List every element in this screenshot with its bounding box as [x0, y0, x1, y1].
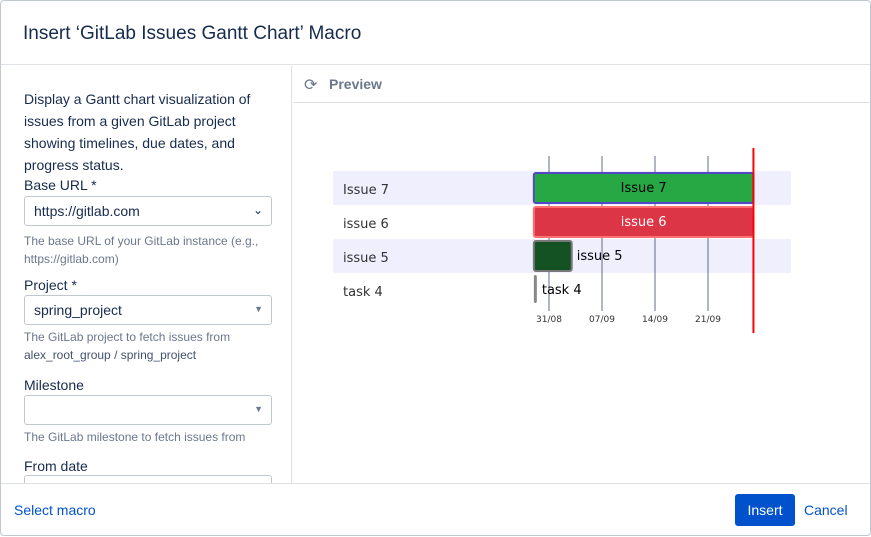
preview-header: ⟳ Preview	[293, 66, 870, 103]
task-row-label: task 4	[343, 285, 383, 300]
task-row-label: issue 5	[343, 251, 389, 266]
preview-panel: ⟳ Preview 31/08 07/09 14/09 21/09 Issue 7 Iss…	[293, 66, 870, 483]
chevron-down-icon: ⌄	[252, 203, 263, 217]
project-value: spring_project	[34, 302, 122, 318]
refresh-icon[interactable]: ⟳	[304, 77, 318, 94]
task-row-label: Issue 7	[343, 183, 389, 198]
milestone-select[interactable]: ▼	[24, 395, 272, 425]
base-url-help: The base URL of your GitLab instance (e.…	[24, 234, 259, 266]
form-panel[interactable]: Display a Gantt chart visualization of i…	[1, 66, 292, 483]
x-tick-label: 07/09	[589, 315, 615, 325]
base-url-label: Base URL *	[24, 177, 97, 193]
caret-down-icon: ▼	[254, 304, 263, 314]
milestone-help: The GitLab milestone to fetch issues fro…	[24, 430, 246, 444]
task-bar-label: issue 5	[577, 249, 623, 264]
task-bar-label: task 4	[542, 283, 582, 298]
preview-label: Preview	[329, 76, 382, 92]
project-path: alex_root_group / spring_project	[24, 348, 197, 362]
task-bar-label: issue 6	[621, 215, 667, 230]
gantt-chart: 31/08 07/09 14/09 21/09 Issue 7 Issue 7 issue …	[333, 148, 791, 333]
dialog-footer: Select macro Insert Cancel	[1, 483, 870, 537]
task-row-label: issue 6	[343, 217, 389, 232]
macro-description: Display a Gantt chart visualization of i…	[24, 91, 251, 173]
task-bar	[533, 275, 537, 303]
task-bar-label: Issue 7	[621, 181, 667, 196]
task-bar	[532, 240, 573, 272]
milestone-label: Milestone	[24, 377, 84, 393]
project-label: Project *	[24, 277, 77, 293]
from-date-input[interactable]	[24, 475, 272, 483]
insert-button[interactable]: Insert	[735, 494, 795, 526]
dialog-title: Insert ‘GitLab Issues Gantt Chart’ Macro	[23, 23, 362, 44]
cancel-button[interactable]: Cancel	[804, 502, 848, 518]
from-date-label: From date	[24, 458, 88, 474]
x-tick-label: 14/09	[642, 315, 668, 325]
caret-down-icon: ▼	[254, 404, 263, 414]
dialog-header: Insert ‘GitLab Issues Gantt Chart’ Macro	[1, 1, 870, 65]
base-url-value: https://gitlab.com	[34, 203, 140, 219]
x-tick-label: 31/08	[536, 315, 562, 325]
x-tick-label: 21/09	[695, 315, 721, 325]
project-help: The GitLab project to fetch issues from	[24, 330, 231, 344]
project-select[interactable]: spring_project ▼	[24, 295, 272, 325]
base-url-select[interactable]: https://gitlab.com ⌄	[24, 196, 272, 226]
select-macro-link[interactable]: Select macro	[14, 502, 96, 518]
